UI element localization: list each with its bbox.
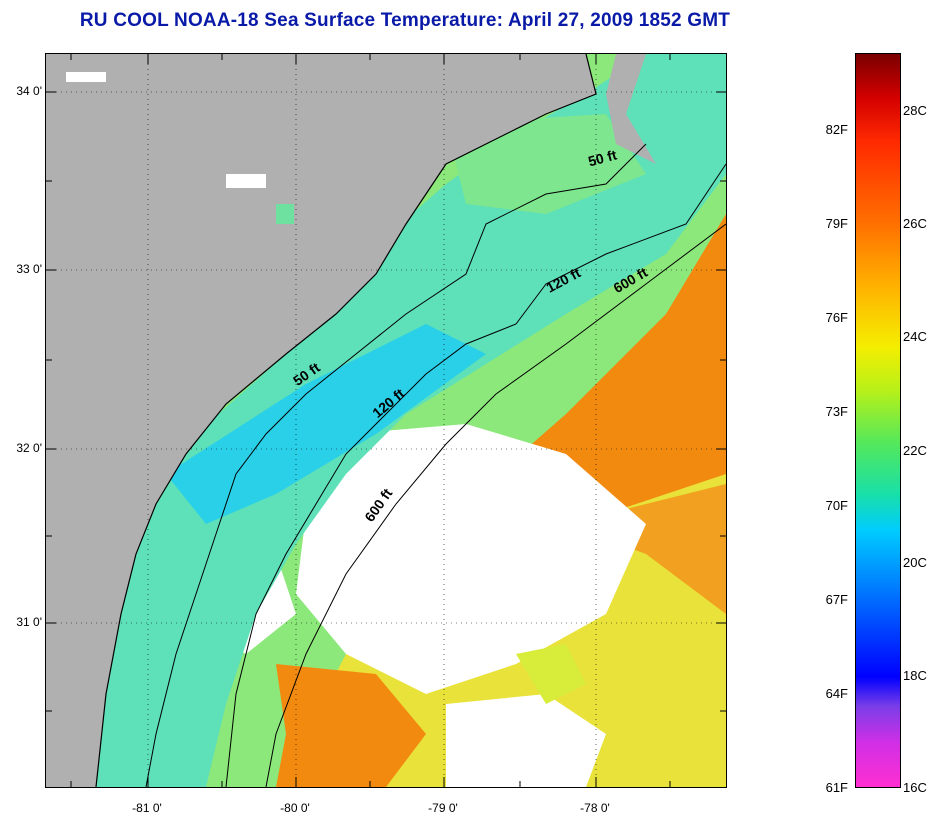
land-mass	[46, 54, 596, 787]
inland-spot-2	[226, 174, 266, 188]
colorbar-label-82f: 82F	[825, 122, 848, 137]
axis-ticks	[46, 54, 726, 787]
colorbar-label-64f: 64F	[825, 686, 848, 701]
colorbar-label-67f: 67F	[825, 592, 848, 607]
cool-nearshore-band	[166, 324, 486, 524]
colorbar-label-18c: 18C	[903, 668, 927, 683]
sst-map-canvas	[46, 54, 726, 787]
colorbar-label-76f: 76F	[825, 310, 848, 325]
colorbar-label-79f: 79F	[825, 216, 848, 231]
colorbar-label-24c: 24C	[903, 329, 927, 344]
shelf-water	[81, 54, 726, 787]
cloud-region	[296, 424, 646, 694]
lon-label-79: -79 0'	[428, 801, 458, 815]
temperature-colorbar	[855, 53, 901, 788]
contour-50ft	[145, 143, 647, 787]
lon-label-78: -78 0'	[580, 801, 610, 815]
coastline	[95, 54, 597, 787]
colorbar-label-28c: 28C	[903, 103, 927, 118]
lake-spot	[276, 204, 294, 224]
lat-label-34: 34 0'	[16, 84, 42, 98]
lat-label-33: 33 0'	[16, 262, 42, 276]
colorbar-label-16c: 16C	[903, 780, 927, 795]
lon-label-81: -81 0'	[132, 801, 162, 815]
colorbar-label-70f: 70F	[825, 498, 848, 513]
lat-lon-grid	[46, 54, 726, 787]
contour-600ft	[265, 223, 726, 787]
colorbar-label-73f: 73F	[825, 404, 848, 419]
sst-map	[45, 53, 727, 788]
lat-label-32: 32 0'	[16, 441, 42, 455]
cape-fear-land	[606, 54, 656, 164]
warm-patch	[516, 644, 586, 704]
colorbar-label-26c: 26C	[903, 216, 927, 231]
lon-label-80: -80 0'	[280, 801, 310, 815]
map-title: RU COOL NOAA-18 Sea Surface Temperature:…	[79, 10, 731, 31]
warm-eddy	[276, 664, 426, 787]
inland-spot	[66, 72, 106, 82]
colorbar-label-22c: 22C	[903, 443, 927, 458]
gulf-stream-band	[486, 214, 726, 514]
colorbar-label-61f: 61F	[825, 780, 848, 795]
cloud-region-south	[446, 694, 606, 787]
lat-label-31: 31 0'	[16, 615, 42, 629]
colorbar-label-20c: 20C	[903, 555, 927, 570]
